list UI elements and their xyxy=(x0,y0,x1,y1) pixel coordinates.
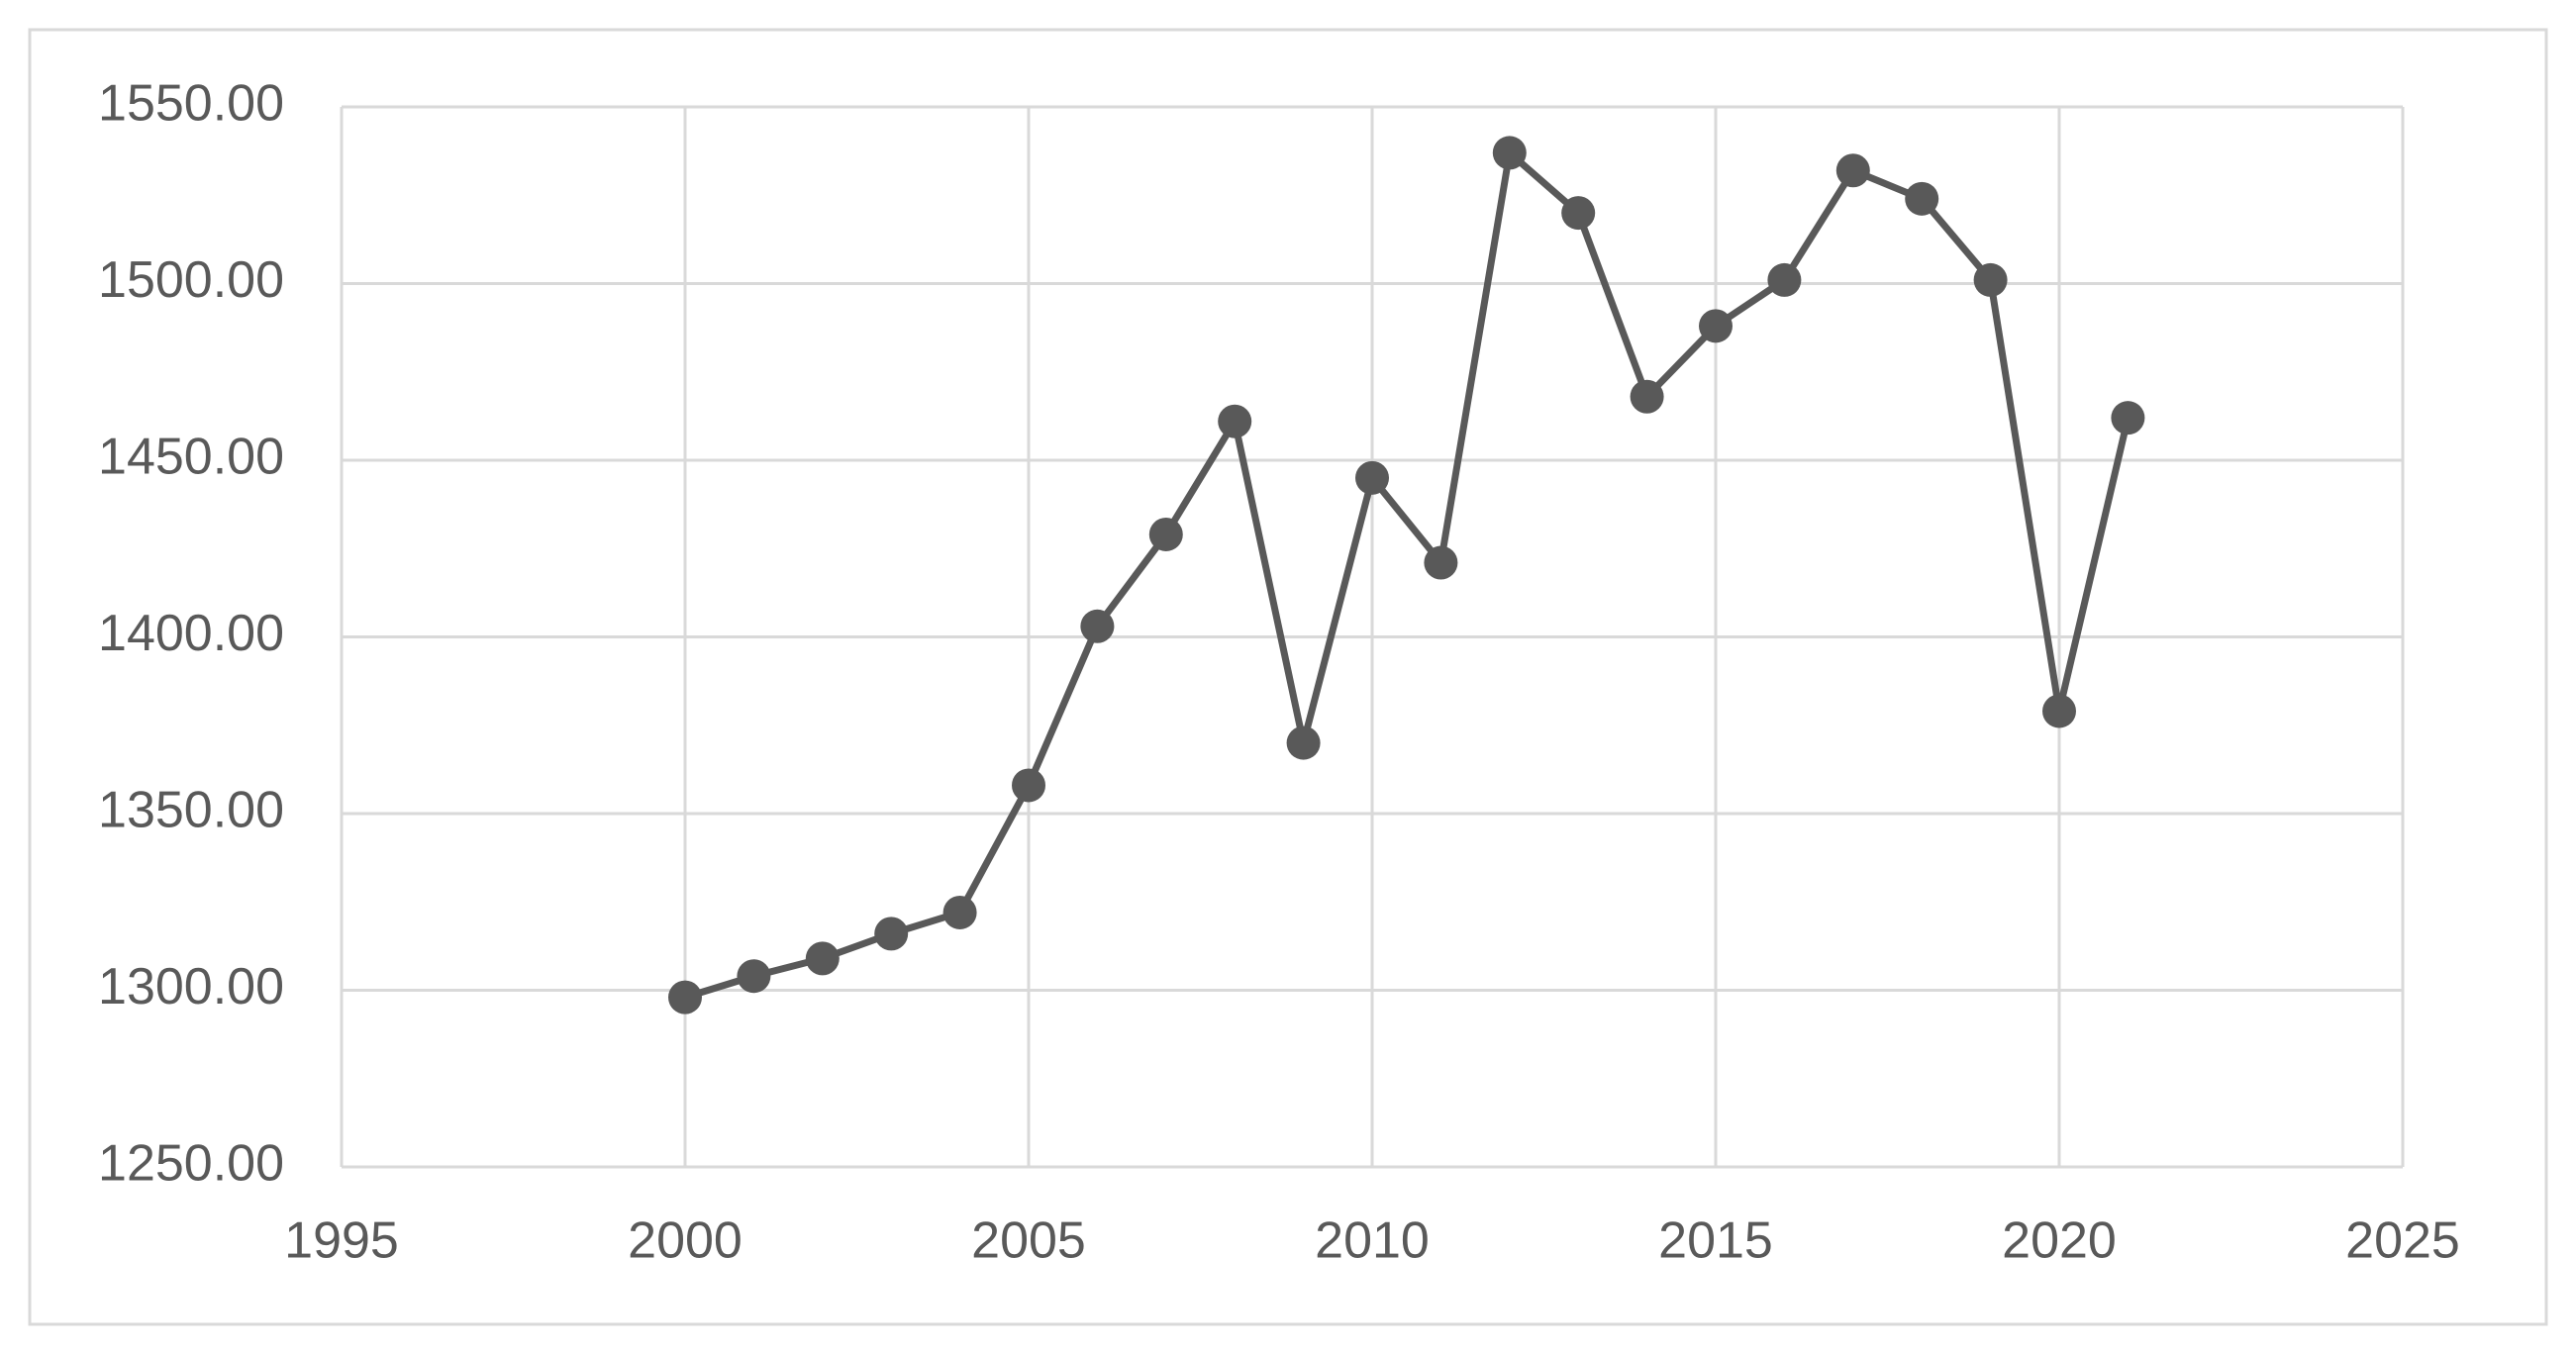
x-tick-label: 2015 xyxy=(1658,1212,1773,1270)
y-tick-label: 1350.00 xyxy=(98,782,284,839)
data-point xyxy=(668,980,702,1015)
data-point xyxy=(1148,517,1183,551)
data-point xyxy=(1286,725,1321,760)
data-point xyxy=(1012,768,1045,803)
data-point xyxy=(942,895,977,929)
y-tick-label: 1450.00 xyxy=(98,429,284,486)
data-point xyxy=(1767,262,1802,297)
data-point xyxy=(1630,379,1664,414)
data-point xyxy=(1905,181,1939,216)
x-tick-label: 2005 xyxy=(971,1212,1086,1270)
y-tick-label: 1300.00 xyxy=(98,958,284,1015)
x-tick-label: 2025 xyxy=(2345,1212,2460,1270)
data-point xyxy=(737,959,771,994)
data-point xyxy=(805,941,840,976)
y-tick-label: 1500.00 xyxy=(98,251,284,309)
data-point xyxy=(1561,196,1596,231)
y-tick-label: 1400.00 xyxy=(98,605,284,662)
y-tick-label: 1250.00 xyxy=(98,1135,284,1193)
y-tick-label: 1550.00 xyxy=(98,75,284,133)
data-point xyxy=(1835,153,1870,188)
data-point xyxy=(1218,404,1252,438)
data-point xyxy=(1699,309,1733,343)
x-tick-label: 1995 xyxy=(284,1212,399,1270)
x-tick-label: 2020 xyxy=(2002,1212,2117,1270)
data-point xyxy=(1424,545,1458,580)
data-point xyxy=(2042,694,2076,728)
data-line xyxy=(683,148,2131,1001)
x-tick-label: 2000 xyxy=(628,1212,743,1270)
data-point xyxy=(1080,609,1115,643)
data-point xyxy=(874,917,909,951)
data-point xyxy=(1492,136,1527,170)
x-tick-label: 2010 xyxy=(1315,1212,1430,1270)
data-point xyxy=(1355,460,1389,495)
data-point xyxy=(2111,401,2145,435)
data-point xyxy=(1973,262,2008,297)
